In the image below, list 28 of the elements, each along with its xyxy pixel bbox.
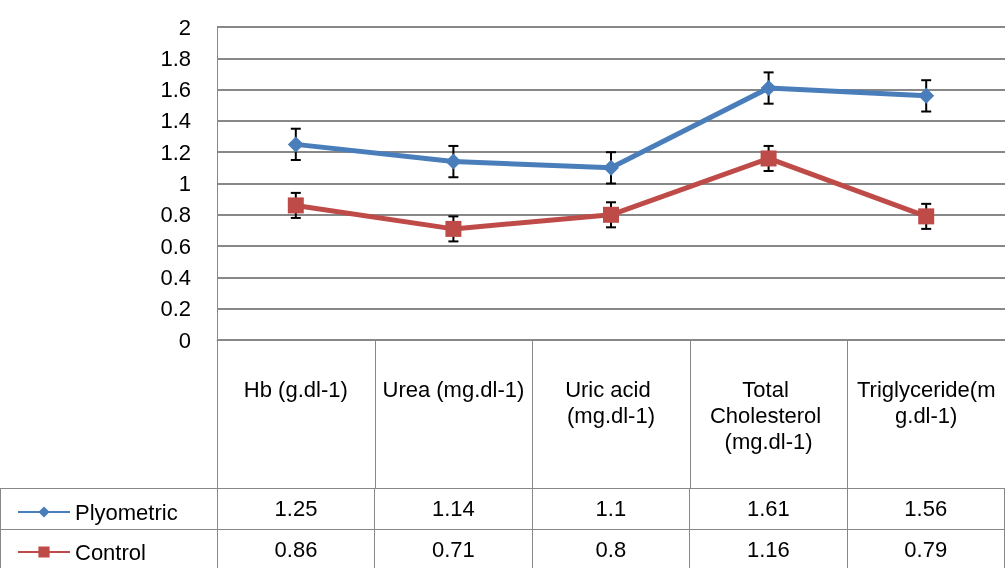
legend-label: Control (75, 539, 146, 565)
x-tick-label: Uric acid (mg.dl-1) (565, 376, 657, 428)
data-label: 1.14 (374, 488, 533, 530)
y-tick-label: 0.2 (160, 296, 191, 322)
data-label: 0.8 (532, 529, 690, 568)
y-tick-label: 2 (178, 14, 191, 40)
y-tick-label: 1.6 (160, 77, 191, 103)
y-tick-label: 0 (178, 327, 191, 353)
data-label: 1.1 (532, 488, 690, 530)
data-label: 0.86 (217, 529, 375, 568)
y-tick-label: 1 (178, 171, 191, 196)
data-label: 1.25 (217, 488, 375, 530)
data-label: 1.56 (847, 488, 1005, 530)
x-tick-label: Hb (g.dl-1) (243, 376, 348, 402)
legend-label: Plyometric (75, 499, 178, 525)
y-tick-label: 1.8 (160, 45, 191, 71)
y-tick-label: 0.8 (160, 202, 191, 228)
data-label: 0.79 (847, 529, 1005, 568)
y-tick-label: 1.4 (160, 108, 191, 134)
data-label: 1.16 (689, 529, 848, 568)
data-label: 1.61 (689, 488, 848, 530)
y-tick-label: 0.4 (160, 264, 191, 290)
x-tick-label: Total Cholesterol (mg.dl-1) (709, 376, 828, 454)
data-label: 0.71 (374, 529, 533, 568)
y-tick-label: 0.6 (160, 233, 191, 259)
x-tick-label: Triglyceride(mg.dl-1) (856, 376, 996, 428)
y-tick-label: 1.2 (160, 139, 191, 165)
x-tick-label: Urea (mg.dl-1) (382, 376, 525, 402)
